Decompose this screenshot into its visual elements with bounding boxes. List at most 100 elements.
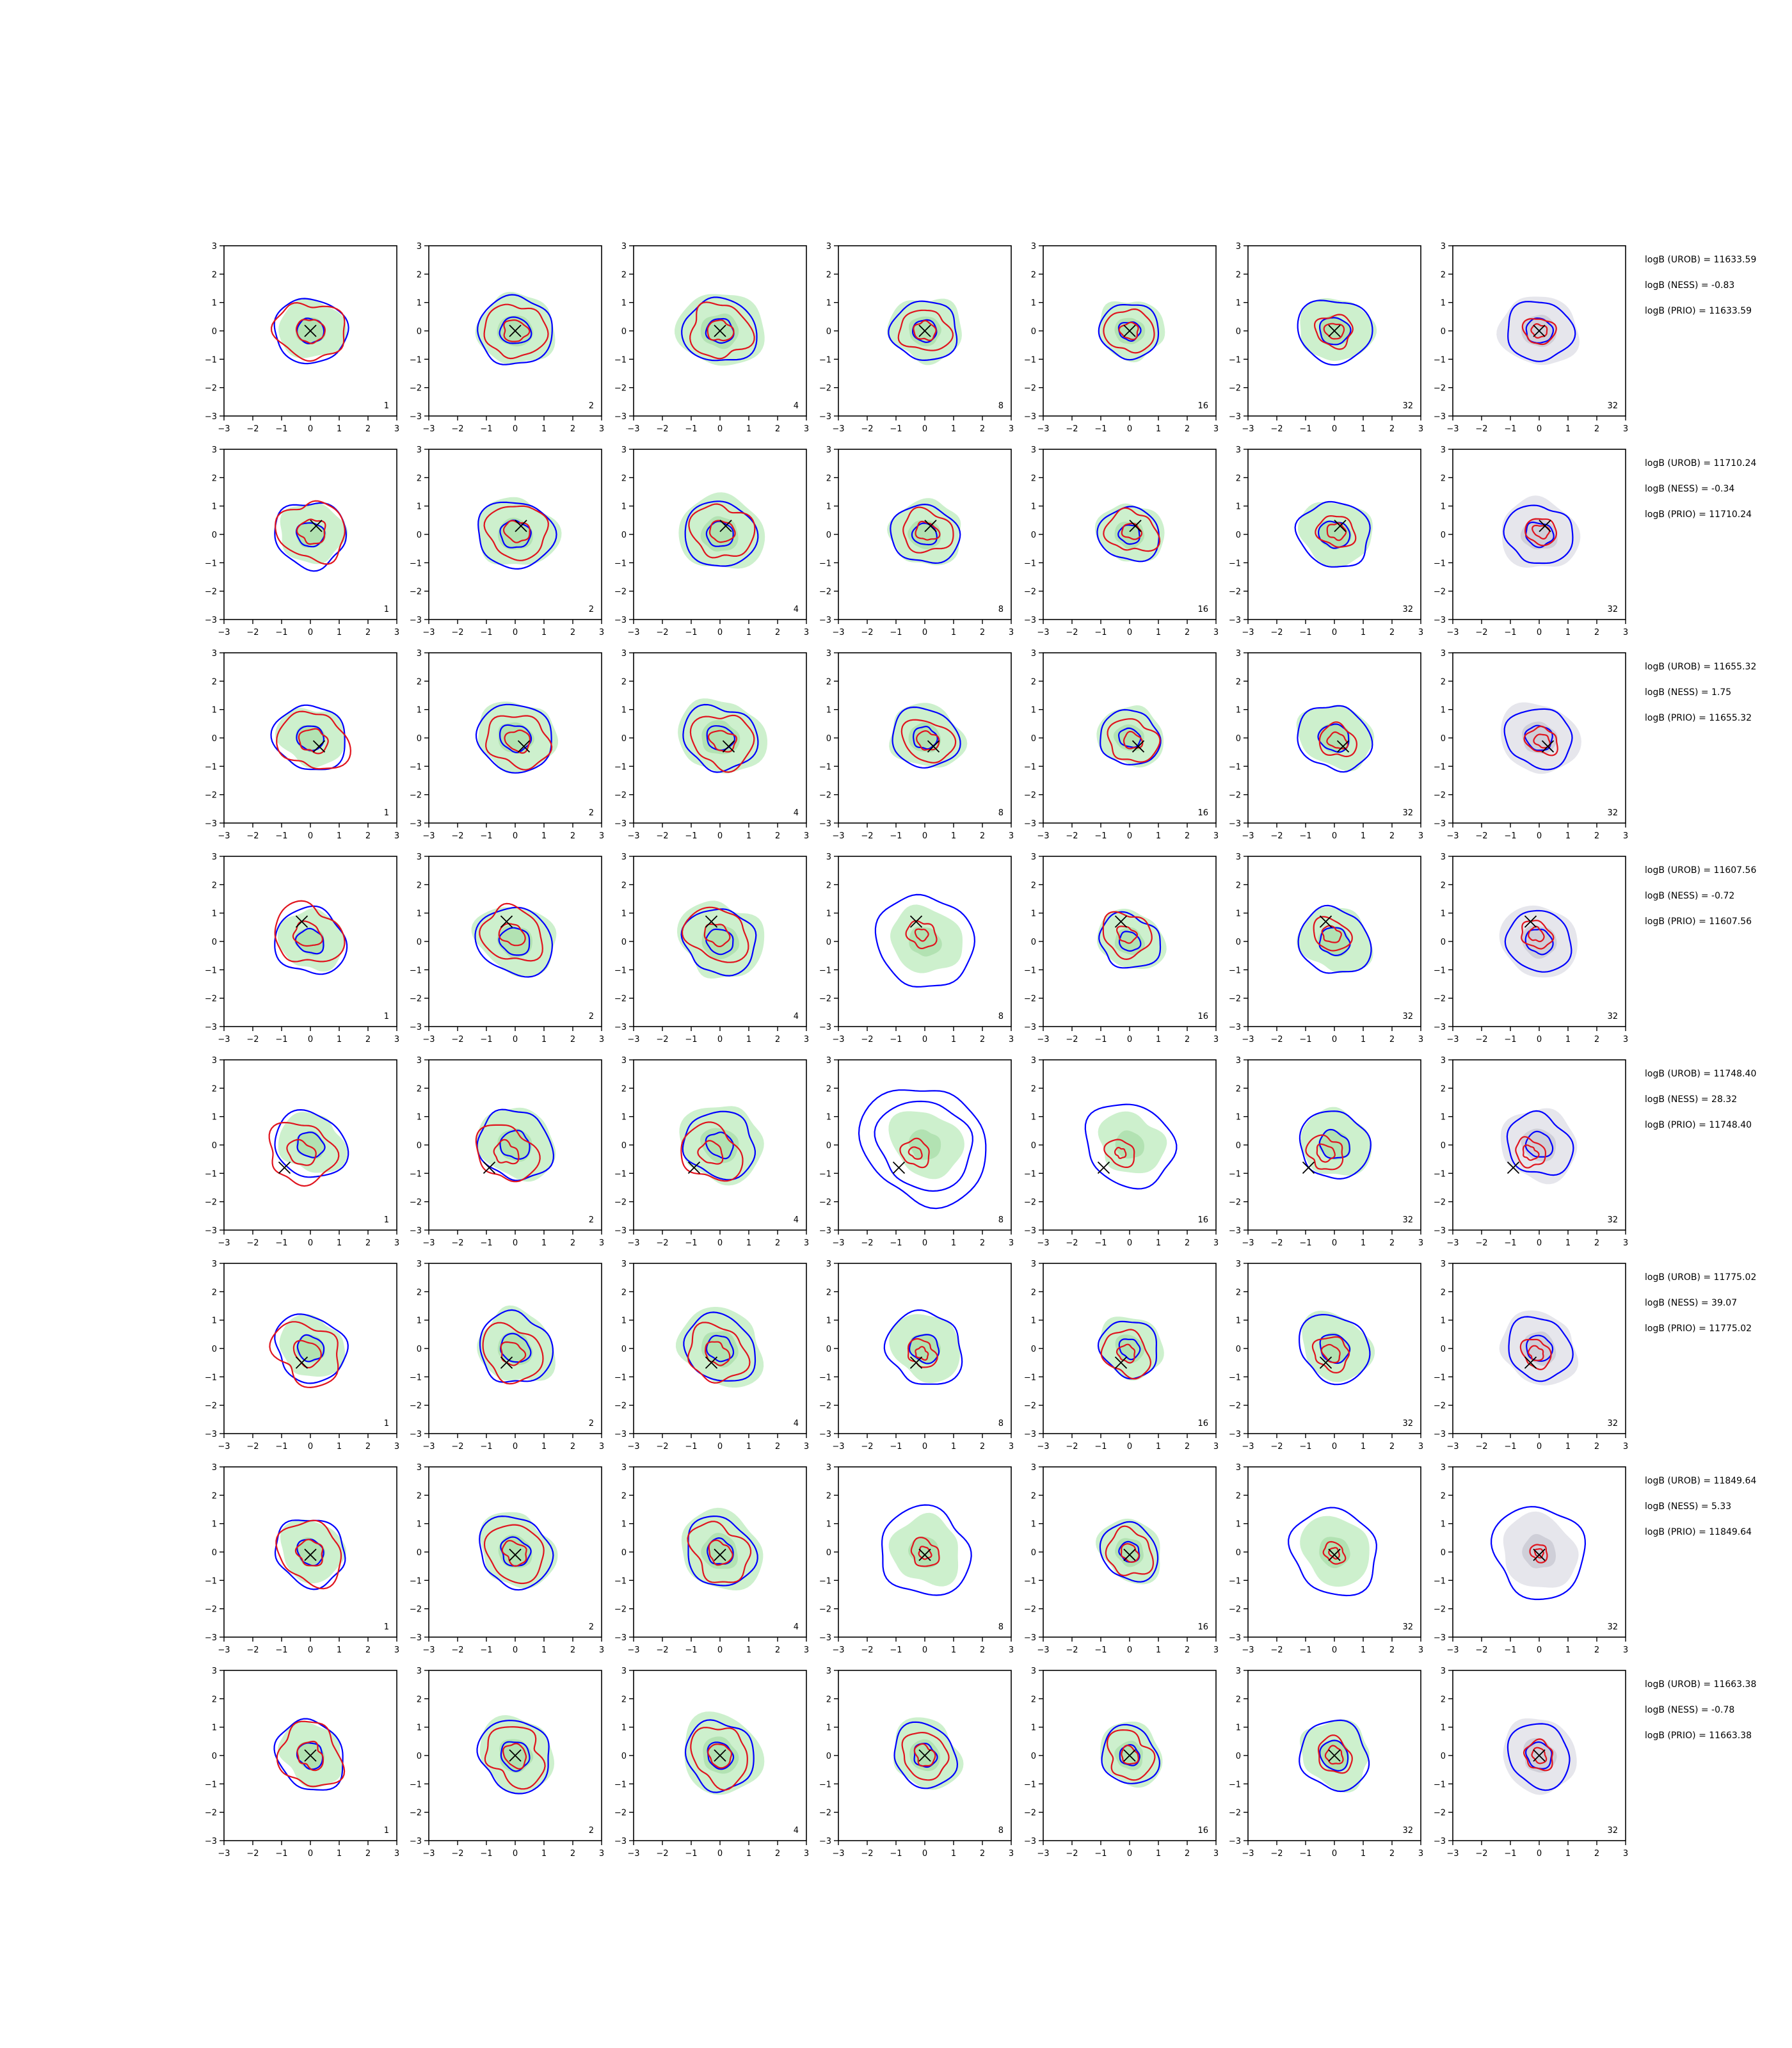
red-contour: [502, 520, 531, 543]
red-contour: [1116, 1343, 1136, 1364]
red-contour: [916, 730, 940, 751]
panel-label: 32: [1402, 1012, 1413, 1021]
y-tick-label: 3: [1236, 1667, 1241, 1676]
x-tick-label: −1: [275, 424, 287, 434]
x-tick-label: 2: [1389, 1645, 1395, 1655]
true-value-marker: [1328, 1749, 1341, 1762]
x-tick-label: 3: [1418, 1238, 1423, 1248]
x-tick-label: −1: [1299, 1442, 1311, 1452]
red-contour: [482, 1322, 544, 1385]
x-tick-label: 3: [1009, 1849, 1014, 1859]
y-tick-label: 3: [212, 445, 217, 455]
x-tick-label: −3: [1037, 424, 1049, 434]
panel-r5-c5: −3 −2 −1 0 1 2 3 −3 −2 −1 0 1 2 3 16: [1024, 1056, 1219, 1248]
true-value-marker: [705, 915, 718, 928]
x-tick-label: 1: [1361, 831, 1366, 841]
x-tick-label: 1: [541, 628, 547, 637]
y-tick-label: −1: [1024, 1373, 1036, 1382]
y-tick-label: 1: [1441, 299, 1446, 308]
y-tick-label: 3: [1441, 852, 1446, 862]
panel-r1-c3: −3 −2 −1 0 1 2 3 −3 −2 −1 0 1 2 3 4: [614, 242, 809, 434]
x-tick-label: −1: [685, 1645, 697, 1655]
red-contour: [1121, 1745, 1139, 1765]
y-tick-label: −2: [819, 1809, 831, 1818]
true-value-marker: [295, 915, 308, 928]
y-tick-label: −3: [1434, 1837, 1446, 1846]
x-tick-label: −3: [832, 424, 844, 434]
blue-contour: [1288, 1507, 1377, 1597]
blue-contour: [1299, 1719, 1370, 1793]
y-tick-label: 1: [212, 1316, 217, 1326]
blue-contour: [1503, 504, 1574, 564]
panel-label: 32: [1607, 1826, 1618, 1836]
true-value-marker: [909, 915, 923, 928]
y-tick-label: −1: [205, 1373, 217, 1382]
blue-contour: [1294, 500, 1371, 568]
red-contour: [1316, 1143, 1336, 1163]
y-tick-label: −3: [410, 412, 422, 422]
x-tick-label: 0: [1537, 628, 1542, 637]
y-tick-label: −1: [614, 1780, 627, 1789]
red-contour: [908, 1146, 923, 1160]
y-tick-label: −1: [819, 559, 831, 568]
panel-label: 32: [1402, 401, 1413, 411]
y-tick-label: −3: [1024, 1023, 1036, 1032]
panel-r1-c7: −3 −2 −1 0 1 2 3 −3 −2 −1 0 1 2 3 32: [1434, 242, 1628, 434]
y-tick-label: −3: [614, 1633, 627, 1643]
y-tick-label: −2: [410, 1198, 422, 1208]
y-tick-label: −3: [819, 1023, 831, 1032]
y-tick-label: −1: [819, 1780, 831, 1789]
blue-contour: [1490, 1506, 1587, 1601]
x-tick-label: −3: [422, 831, 435, 841]
x-tick-label: −1: [1299, 831, 1311, 841]
x-tick-label: −2: [1475, 1238, 1487, 1248]
x-tick-label: 3: [804, 1849, 809, 1859]
x-tick-label: −2: [451, 1849, 463, 1859]
x-tick-label: −2: [451, 1238, 463, 1248]
y-tick-label: 0: [1031, 327, 1036, 337]
y-tick-label: 0: [621, 531, 627, 540]
x-tick-label: −2: [1066, 628, 1078, 637]
red-contour: [1521, 920, 1555, 950]
red-contour: [1114, 1146, 1127, 1159]
y-tick-label: 1: [1236, 1724, 1241, 1733]
blue-contour: [1118, 931, 1142, 952]
panel-r8-c4: −3 −2 −1 0 1 2 3 −3 −2 −1 0 1 2 3 8: [819, 1667, 1014, 1859]
panel-label: 32: [1607, 1012, 1618, 1021]
x-tick-label: −2: [1475, 1645, 1487, 1655]
y-tick-label: −1: [614, 355, 627, 365]
y-tick-label: −1: [205, 1780, 217, 1789]
y-tick-label: 1: [1441, 1520, 1446, 1530]
x-tick-label: −2: [246, 424, 259, 434]
true-value-marker: [295, 1356, 308, 1369]
blue-contour: [1317, 723, 1350, 753]
red-contour: [690, 1727, 748, 1791]
x-tick-label: 2: [980, 831, 985, 841]
x-tick-label: −2: [1475, 1035, 1487, 1044]
y-tick-label: −2: [1024, 384, 1036, 394]
x-tick-label: 1: [746, 1442, 751, 1452]
x-tick-label: 3: [1623, 1035, 1628, 1044]
true-value-marker: [500, 1356, 513, 1369]
red-contour: [296, 518, 326, 545]
panel-r4-c5: −3 −2 −1 0 1 2 3 −3 −2 −1 0 1 2 3 16: [1024, 852, 1219, 1044]
y-tick-label: 1: [417, 1724, 422, 1733]
logb-ness: logB (NESS) = -0.83: [1645, 280, 1734, 291]
y-tick-label: −2: [1434, 791, 1446, 801]
x-tick-label: 0: [308, 1645, 313, 1655]
x-tick-label: 0: [1127, 1645, 1132, 1655]
y-tick-label: −1: [1229, 1373, 1241, 1382]
blue-contour: [1508, 1316, 1574, 1382]
red-contour: [493, 1139, 520, 1165]
y-tick-label: 3: [212, 242, 217, 252]
panel-r3-c3: −3 −2 −1 0 1 2 3 −3 −2 −1 0 1 2 3 4: [614, 649, 809, 841]
panel-label: 16: [1197, 808, 1208, 818]
true-value-marker: [918, 324, 931, 337]
y-tick-label: 3: [826, 1463, 831, 1473]
y-tick-label: 3: [826, 1260, 831, 1269]
x-tick-label: −1: [480, 1645, 492, 1655]
true-value-marker: [1114, 915, 1128, 928]
y-tick-label: −2: [205, 1809, 217, 1818]
x-tick-label: −1: [1299, 1849, 1311, 1859]
panel-r3-c2: −3 −2 −1 0 1 2 3 −3 −2 −1 0 1 2 3 2: [410, 649, 604, 841]
